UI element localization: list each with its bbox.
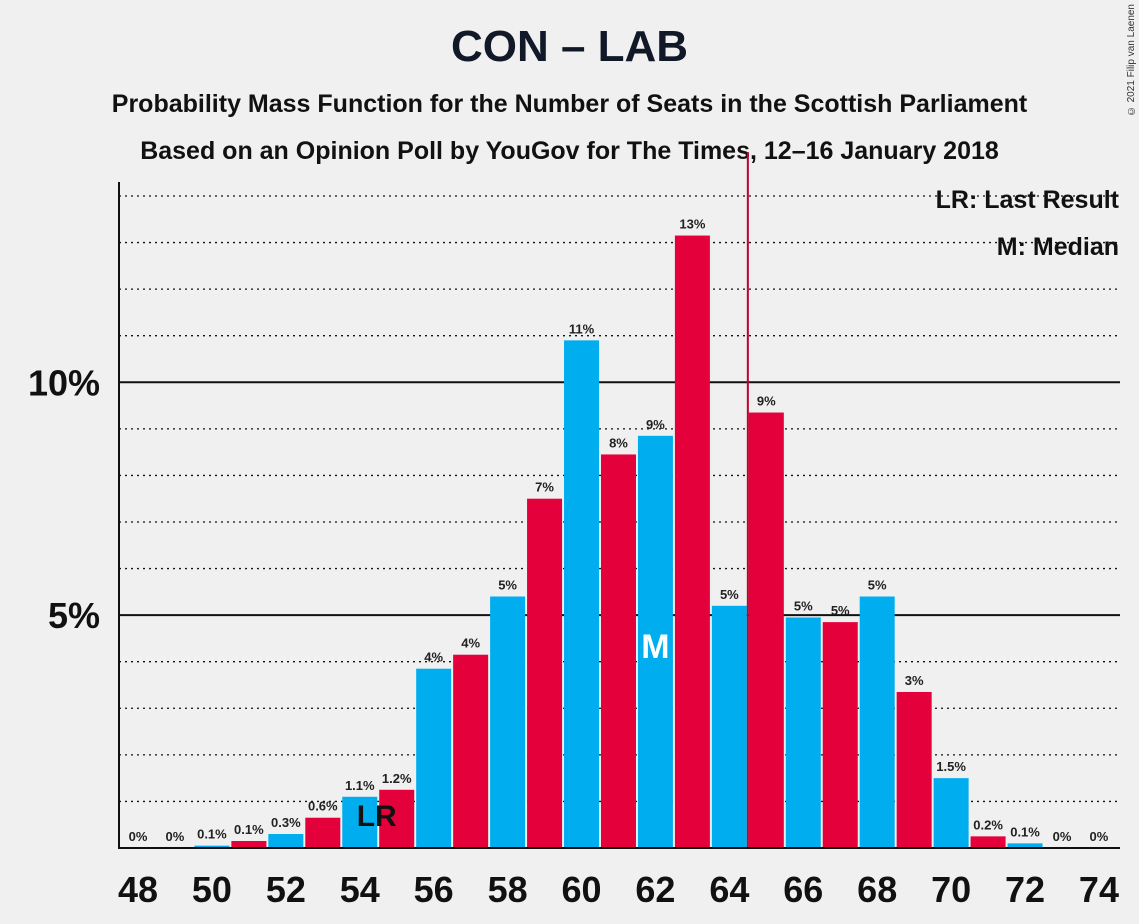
data-label: 4% (424, 650, 443, 665)
bar-con (933, 778, 969, 848)
data-label: 0.6% (308, 799, 338, 814)
bar-lab (674, 235, 710, 848)
data-label: 0.1% (234, 822, 264, 837)
data-label: 13% (679, 217, 705, 232)
bar-lab (970, 836, 1006, 848)
bar-lab (379, 789, 415, 848)
bar-con (490, 596, 526, 848)
bar-con (711, 605, 747, 848)
data-label: 0.3% (271, 815, 301, 830)
bar-con (416, 668, 452, 848)
data-label: 0% (1090, 829, 1109, 844)
bar-lab (748, 412, 784, 848)
bar-con (342, 796, 378, 848)
x-tick-label: 64 (709, 869, 749, 910)
bar-lab (600, 454, 636, 848)
x-tick-label: 54 (340, 869, 380, 910)
data-label: 5% (794, 598, 813, 613)
x-tick-label: 72 (1005, 869, 1045, 910)
x-tick-label: 50 (192, 869, 232, 910)
bar-lab (896, 691, 932, 848)
data-label: 8% (609, 435, 628, 450)
chart-subtitle: Probability Mass Function for the Number… (111, 90, 1028, 118)
x-tick-label: 70 (931, 869, 971, 910)
data-label: 5% (498, 578, 517, 593)
last-result-marker: LR (357, 800, 397, 833)
bar-con (859, 596, 895, 848)
bar-con (785, 617, 821, 848)
data-label: 1.5% (936, 759, 966, 774)
data-label: 9% (757, 394, 776, 409)
x-tick-label: 74 (1079, 869, 1119, 910)
x-tick-label: 68 (857, 869, 897, 910)
bar-lab (527, 498, 563, 848)
x-tick-label: 62 (635, 869, 675, 910)
chart-subtitle-2: Based on an Opinion Poll by YouGov for T… (140, 137, 999, 165)
x-tick-label: 56 (414, 869, 454, 910)
bar-lab (822, 622, 858, 848)
bar-con (637, 435, 673, 848)
data-label: 0.1% (1010, 824, 1040, 839)
bar-con (564, 340, 600, 848)
bar-lab (305, 817, 341, 848)
data-label: 3% (905, 673, 924, 688)
data-label: 5% (868, 578, 887, 593)
x-tick-label: 66 (783, 869, 823, 910)
data-label: 0% (1053, 829, 1072, 844)
data-label: 1.2% (382, 771, 412, 786)
data-label: 5% (720, 587, 739, 602)
legend-last-result: LR: Last Result (935, 186, 1119, 214)
data-label: 9% (646, 417, 665, 432)
x-tick-label: 58 (488, 869, 528, 910)
data-label: 1.1% (345, 778, 375, 793)
bar-con (268, 834, 304, 848)
y-tick-label: 10% (28, 362, 100, 403)
data-label: 0.1% (197, 827, 227, 842)
data-label: 0% (166, 829, 185, 844)
bar-lab (453, 654, 489, 848)
x-tick-label: 48 (118, 869, 158, 910)
x-tick-label: 60 (561, 869, 601, 910)
chart-title: CON – LAB (450, 22, 689, 71)
bar-con (194, 845, 230, 848)
bar-lab (231, 841, 267, 848)
data-label: 11% (569, 321, 595, 336)
bar-con (1007, 843, 1043, 848)
data-label: 0.2% (973, 817, 1003, 832)
data-label: 0% (129, 829, 148, 844)
data-label: 7% (535, 480, 554, 495)
y-tick-label: 5% (48, 595, 100, 636)
x-tick-label: 52 (266, 869, 306, 910)
legend-median: M: Median (996, 233, 1119, 261)
data-label: 5% (831, 603, 850, 618)
data-label: 4% (461, 636, 480, 651)
median-marker: M (641, 628, 669, 666)
